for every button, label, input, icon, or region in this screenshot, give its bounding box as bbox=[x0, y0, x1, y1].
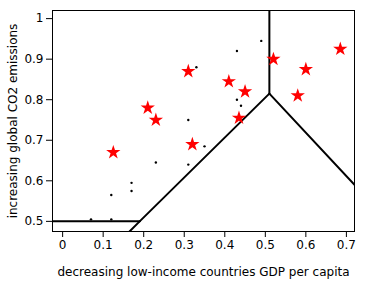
svg-text:0.7: 0.7 bbox=[24, 133, 43, 147]
svg-text:0.1: 0.1 bbox=[94, 238, 113, 252]
svg-text:0.4: 0.4 bbox=[215, 238, 234, 252]
svg-text:increasing global CO2 emission: increasing global CO2 emissions bbox=[6, 24, 20, 219]
svg-text:0.9: 0.9 bbox=[24, 52, 43, 66]
svg-text:0.5: 0.5 bbox=[24, 214, 43, 228]
svg-text:0.6: 0.6 bbox=[296, 238, 315, 252]
svg-text:decreasing low-income countrie: decreasing low-income countries GDP per … bbox=[57, 265, 349, 279]
svg-text:0.7: 0.7 bbox=[337, 238, 356, 252]
svg-text:0.2: 0.2 bbox=[134, 238, 153, 252]
svg-text:1: 1 bbox=[36, 11, 44, 25]
svg-text:0.3: 0.3 bbox=[175, 238, 194, 252]
svg-text:0.5: 0.5 bbox=[256, 238, 275, 252]
svg-text:0.6: 0.6 bbox=[24, 174, 43, 188]
svg-text:0.8: 0.8 bbox=[24, 93, 43, 107]
svg-text:0: 0 bbox=[59, 238, 67, 252]
